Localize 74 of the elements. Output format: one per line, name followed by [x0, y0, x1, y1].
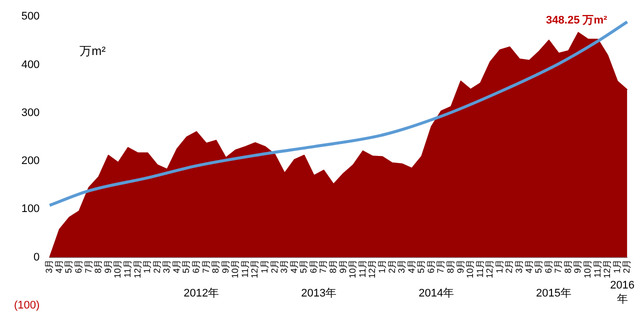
x-tick-label: 8月: [445, 259, 456, 274]
x-tick-label: 12月: [602, 259, 612, 278]
x-tick-label: 10月: [112, 259, 123, 278]
y-tick-label: 200: [21, 155, 40, 168]
y-tick-label: 100: [21, 203, 40, 216]
x-tick-label: 11月: [357, 259, 368, 278]
annotation: 2016年: [610, 279, 635, 306]
x-tick-label: 5月: [181, 259, 192, 274]
x-tick-label: 10月: [348, 259, 358, 278]
x-tick-label: 5月: [534, 259, 544, 274]
x-tick-label: 6月: [308, 259, 318, 274]
x-tick-label: 12月: [250, 259, 260, 278]
annotation: 2015年: [536, 287, 572, 300]
x-tick-label: 8月: [93, 259, 104, 274]
x-tick-label: 1月: [376, 259, 387, 274]
x-tick-label: 1月: [494, 259, 504, 274]
x-tick-label: 7月: [83, 259, 94, 274]
y-tick-label: (100): [14, 299, 40, 312]
x-tick-label: 12月: [484, 259, 495, 278]
x-tick-label: 5月: [64, 259, 74, 274]
x-tick-label: 9月: [455, 259, 466, 274]
x-tick-label: 4月: [524, 259, 534, 274]
x-tick-label: 11月: [592, 259, 602, 278]
x-tick-label: 11月: [240, 259, 250, 278]
y-tick-label: 500: [21, 10, 40, 23]
x-tick-label: 11月: [474, 259, 485, 278]
x-tick-label: 6月: [74, 259, 84, 274]
x-tick-label: 5月: [298, 259, 309, 274]
x-tick-label: 5月: [416, 259, 426, 274]
x-tick-label: 6月: [190, 259, 201, 274]
x-tick-label: 10月: [582, 259, 593, 278]
x-tick-label: 7月: [318, 259, 328, 274]
x-tick-label: 9月: [572, 259, 583, 274]
x-tick-label: 1月: [612, 259, 622, 274]
x-tick-label: 2月: [622, 259, 632, 274]
x-tick-label: 4月: [54, 259, 64, 274]
y-tick-label: 0: [34, 251, 40, 264]
x-tick-label: 12月: [367, 259, 378, 278]
annotation: 2013年: [301, 287, 337, 300]
x-tick-label: 3月: [44, 259, 54, 274]
annotation: 2012年: [184, 287, 220, 300]
y-tick-label: 400: [21, 58, 40, 71]
x-tick-label: 10月: [230, 259, 240, 278]
x-tick-label: 2月: [152, 259, 162, 274]
x-tick-label: 6月: [543, 259, 554, 274]
x-tick-label: 3月: [514, 259, 524, 274]
y-axis-title: 万m²: [80, 44, 106, 58]
annotation: 348.25 万m²: [546, 14, 608, 27]
x-tick-label: 7月: [436, 259, 446, 274]
x-tick-label: 9月: [102, 259, 113, 274]
x-tick-label: 1月: [260, 259, 270, 274]
x-tick-label: 7月: [200, 259, 211, 274]
x-tick-label: 2月: [386, 259, 397, 274]
x-tick-label: 12月: [132, 259, 142, 278]
x-tick-label: 2月: [504, 259, 514, 274]
x-tick-label: 6月: [426, 259, 436, 274]
x-tick-label: 3月: [162, 259, 172, 274]
x-tick-label: 7月: [553, 259, 564, 274]
x-tick-label: 8月: [328, 259, 338, 274]
annotation: 2014年: [418, 287, 454, 300]
y-tick-label: 300: [21, 106, 40, 119]
x-tick-label: 2月: [269, 259, 280, 274]
x-tick-label: 9月: [220, 259, 230, 274]
x-tick-label: 9月: [338, 259, 348, 274]
x-tick-label: 4月: [171, 259, 182, 274]
x-tick-label: 3月: [279, 259, 290, 274]
x-tick-label: 11月: [122, 259, 132, 278]
x-tick-label: 4月: [406, 259, 416, 274]
x-tick-label: 3月: [396, 259, 407, 274]
x-tick-label: 1月: [142, 259, 152, 274]
x-tick-label: 8月: [210, 259, 221, 274]
x-tick-label: 8月: [562, 259, 573, 274]
x-tick-label: 10月: [465, 259, 476, 278]
x-tick-label: 4月: [288, 259, 299, 274]
